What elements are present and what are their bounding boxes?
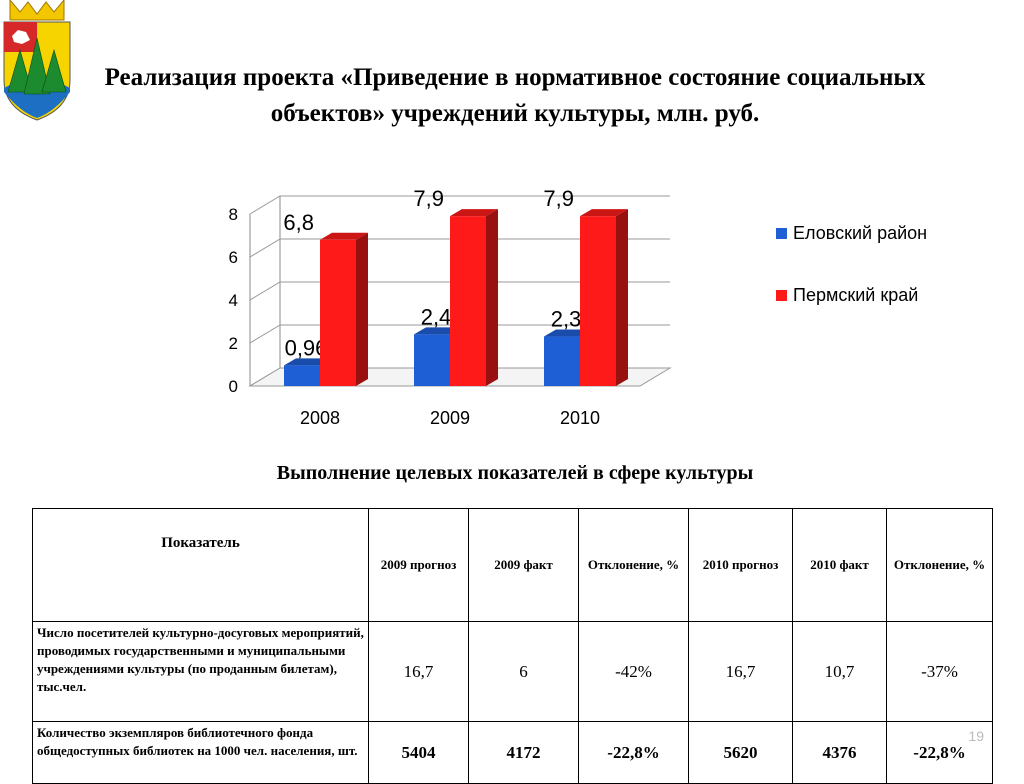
- data-label: 6,8: [283, 210, 314, 235]
- value-cell: -42%: [578, 621, 689, 722]
- data-label: 2,4: [421, 304, 452, 329]
- section-title: Выполнение целевых показателей в сфере к…: [276, 462, 754, 484]
- bar-side: [616, 209, 628, 386]
- bar-front: [414, 334, 450, 386]
- indicators-table: Показатель 2009 прогноз 2009 факт Отклон…: [32, 508, 993, 784]
- y-tick-label: 2: [229, 334, 238, 353]
- data-label: 7,9: [413, 186, 444, 211]
- legend-item-elovsky: Еловский район: [776, 220, 976, 246]
- gridline: [249, 238, 670, 258]
- data-label: 7,9: [543, 186, 574, 211]
- value-cell: 4172: [468, 721, 579, 784]
- value-cell: -22,8%: [578, 721, 689, 784]
- value-cell: 16,7: [688, 621, 793, 722]
- indicator-cell: Количество экземпляров библиотечного фон…: [32, 721, 369, 784]
- legend-label: Пермский край: [793, 285, 919, 305]
- bar-front: [284, 365, 320, 386]
- value-cell: 5404: [368, 721, 469, 784]
- legend-swatch-red: [776, 290, 787, 301]
- coat-of-arms-icon: [3, 0, 71, 121]
- header-deviation-2010: Отклонение, %: [886, 508, 993, 622]
- value-cell: 5620: [688, 721, 793, 784]
- table-header-row: Показатель 2009 прогноз 2009 факт Отклон…: [32, 508, 993, 622]
- indicator-cell: Число посетителей культурно-досуговых ме…: [32, 621, 369, 722]
- table-row: Число посетителей культурно-досуговых ме…: [32, 621, 993, 722]
- value-cell: -37%: [886, 621, 993, 722]
- x-tick-label: 2008: [300, 408, 340, 428]
- chart-legend: Еловский район Пермский край: [776, 220, 976, 344]
- legend-label: Еловский район: [793, 223, 928, 243]
- bar-front: [544, 336, 580, 386]
- value-cell: 4376: [792, 721, 887, 784]
- slide-title: Реализация проекта «Приведение в нормати…: [104, 64, 926, 127]
- y-tick-label: 4: [229, 291, 238, 310]
- value-cell: 6: [468, 621, 579, 722]
- bar-front: [320, 239, 356, 386]
- data-label: 2,3: [551, 307, 582, 332]
- bar-side: [356, 232, 368, 386]
- header-2010-fact: 2010 факт: [792, 508, 887, 622]
- legend-item-perm: Пермский край: [776, 282, 976, 308]
- bar-top: [320, 232, 368, 240]
- bar-side: [486, 209, 498, 386]
- header-deviation-2009: Отклонение, %: [578, 508, 689, 622]
- gridline: [249, 324, 670, 344]
- header-2010-forecast: 2010 прогноз: [688, 508, 793, 622]
- gridline: [249, 195, 670, 215]
- bar-top: [450, 209, 498, 217]
- bar-front: [450, 216, 486, 386]
- y-tick-label: 8: [229, 205, 238, 224]
- bar-front: [580, 216, 616, 386]
- y-tick-label: 6: [229, 248, 238, 267]
- bar-top: [580, 209, 628, 217]
- table-row: Количество экземпляров библиотечного фон…: [32, 721, 993, 784]
- x-tick-label: 2009: [430, 408, 470, 428]
- legend-swatch-blue: [776, 228, 787, 239]
- page-number: 19: [968, 728, 984, 744]
- y-tick-label: 0: [229, 377, 238, 396]
- value-cell: 10,7: [792, 621, 887, 722]
- header-indicator: Показатель: [32, 508, 369, 622]
- x-tick-label: 2010: [560, 408, 600, 428]
- header-2009-forecast: 2009 прогноз: [368, 508, 469, 622]
- header-2009-fact: 2009 факт: [468, 508, 579, 622]
- gridline: [249, 281, 670, 301]
- value-cell: 16,7: [368, 621, 469, 722]
